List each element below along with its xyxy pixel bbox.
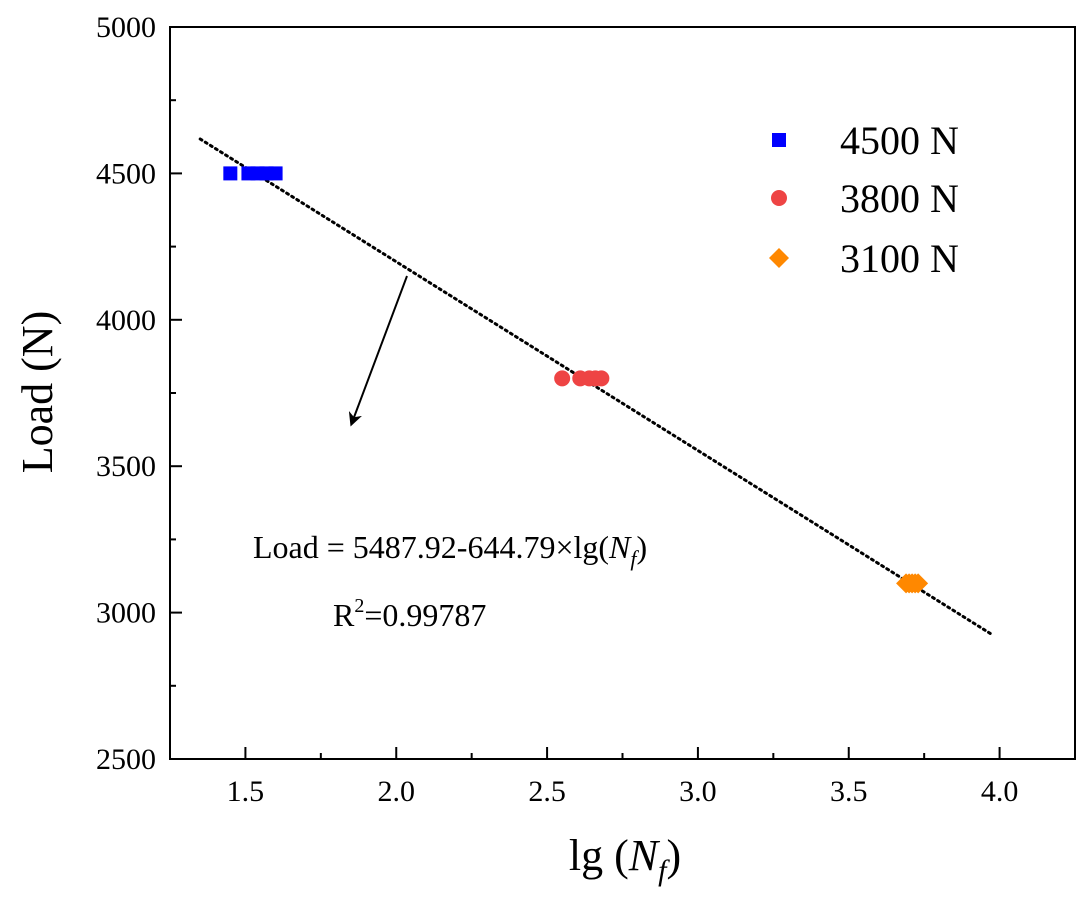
fit-line bbox=[198, 137, 993, 636]
points-layer bbox=[223, 166, 929, 594]
y-tick-label: 2500 bbox=[96, 743, 156, 776]
x-axis-title: lg (Nf) bbox=[569, 831, 681, 887]
data-point-3100n bbox=[908, 573, 929, 594]
data-point-3800n bbox=[593, 370, 610, 387]
x-tick-label: 1.5 bbox=[227, 775, 265, 808]
legend: 4500 N 3800 N 3100 N bbox=[769, 118, 959, 281]
y-tick-label: 5000 bbox=[96, 11, 156, 44]
fit-equation: Load = 5487.92-644.79×lg(Nf) bbox=[253, 529, 647, 571]
x-tick-label: 2.5 bbox=[528, 775, 566, 808]
x-tick-label: 3.5 bbox=[830, 775, 868, 808]
data-point-4500n bbox=[268, 166, 283, 181]
legend-label-3100: 3100 N bbox=[840, 236, 959, 281]
y-tick-label: 4000 bbox=[96, 304, 156, 337]
r-squared: R2=0.99787 bbox=[333, 595, 486, 633]
legend-marker-3800 bbox=[771, 190, 787, 206]
x-tick-label: 4.0 bbox=[981, 775, 1019, 808]
legend-marker-3100 bbox=[769, 248, 789, 268]
x-tick-label: 2.0 bbox=[378, 775, 416, 808]
data-point-4500n bbox=[223, 166, 238, 181]
fit-layer bbox=[198, 137, 993, 636]
y-axis-title: Load (N) bbox=[13, 311, 62, 474]
y-tick-label: 3500 bbox=[96, 450, 156, 483]
legend-label-4500: 4500 N bbox=[840, 118, 959, 163]
x-tick-label: 3.0 bbox=[679, 775, 717, 808]
legend-label-3800: 3800 N bbox=[840, 176, 959, 221]
y-tick-label: 4500 bbox=[96, 157, 156, 190]
ticks-layer: 1.5 2.0 2.5 3.0 3.5 4.0 2500 3000 3500 4000 4500 50… bbox=[96, 11, 1076, 808]
legend-marker-4500 bbox=[772, 133, 786, 147]
y-tick-label: 3000 bbox=[96, 597, 156, 630]
data-point-3800n bbox=[554, 370, 571, 387]
annotation-arrow bbox=[348, 275, 408, 427]
